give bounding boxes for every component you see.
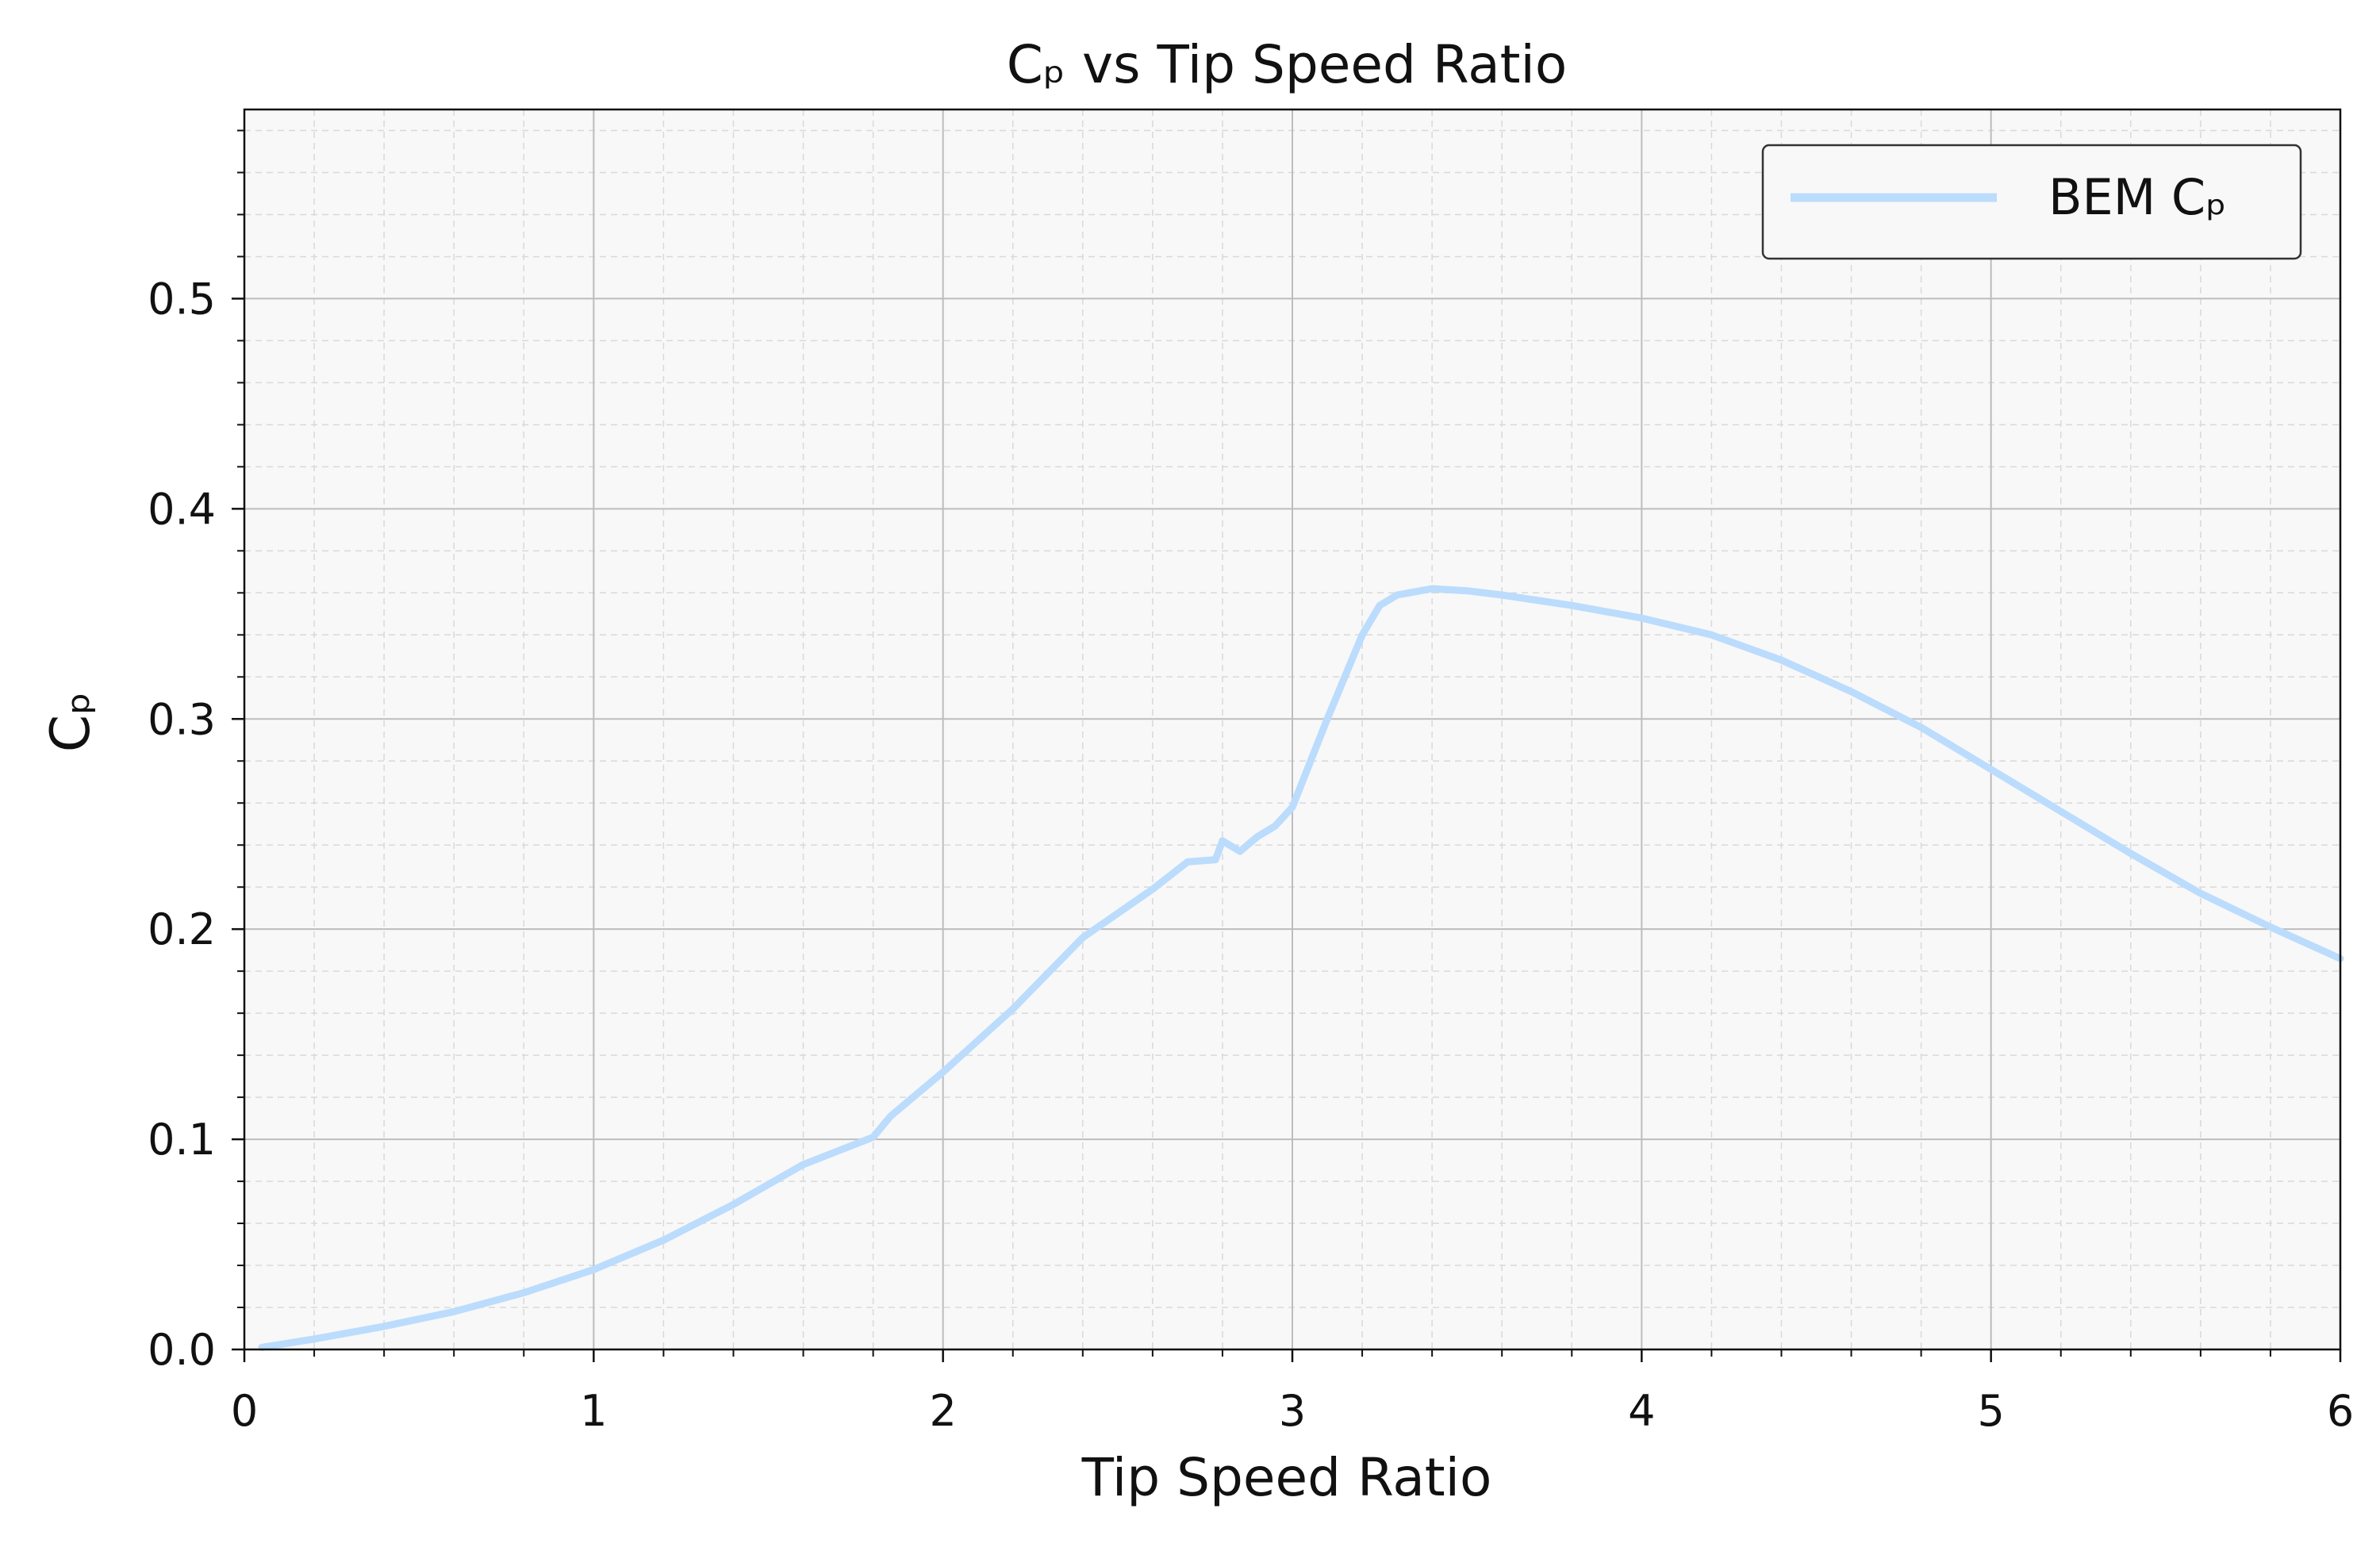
y-tick-label: 0.1 bbox=[148, 1115, 216, 1165]
y-tick-label: 0.2 bbox=[148, 904, 216, 954]
series-line-bem-cp bbox=[258, 585, 2344, 1351]
x-tick-label: 6 bbox=[2327, 1386, 2354, 1436]
x-tick-label: 2 bbox=[929, 1386, 956, 1436]
x-tick-label: 1 bbox=[580, 1386, 607, 1436]
chart-title: Cₚ vs Tip Speed Ratio bbox=[1007, 34, 1568, 95]
major-grid bbox=[244, 109, 2340, 1349]
series-layer bbox=[258, 585, 2344, 1351]
y-tick-label: 0.3 bbox=[148, 694, 216, 744]
y-axis-label: Cₚ bbox=[40, 692, 102, 753]
legend-label-bem-cp: BEM Cₚ bbox=[2048, 168, 2227, 226]
x-axis-label: Tip Speed Ratio bbox=[1081, 1447, 1492, 1508]
y-tick-label: 0.4 bbox=[148, 484, 216, 534]
legend-box bbox=[1761, 144, 2302, 260]
legend: BEM Cₚ bbox=[1761, 144, 2302, 260]
x-tick-label: 0 bbox=[231, 1386, 258, 1436]
y-tick-label: 0.0 bbox=[148, 1325, 216, 1375]
axis-ticks bbox=[232, 129, 2342, 1362]
y-tick-label: 0.5 bbox=[148, 274, 216, 324]
x-tick-label: 4 bbox=[1628, 1386, 1655, 1436]
x-tick-label: 3 bbox=[1279, 1386, 1306, 1436]
x-tick-label: 5 bbox=[1977, 1386, 2004, 1436]
axis-tick-labels: 0 1 2 3 4 5 6 0.0 0.1 0.2 0.3 0.4 0.5 bbox=[148, 274, 2354, 1436]
